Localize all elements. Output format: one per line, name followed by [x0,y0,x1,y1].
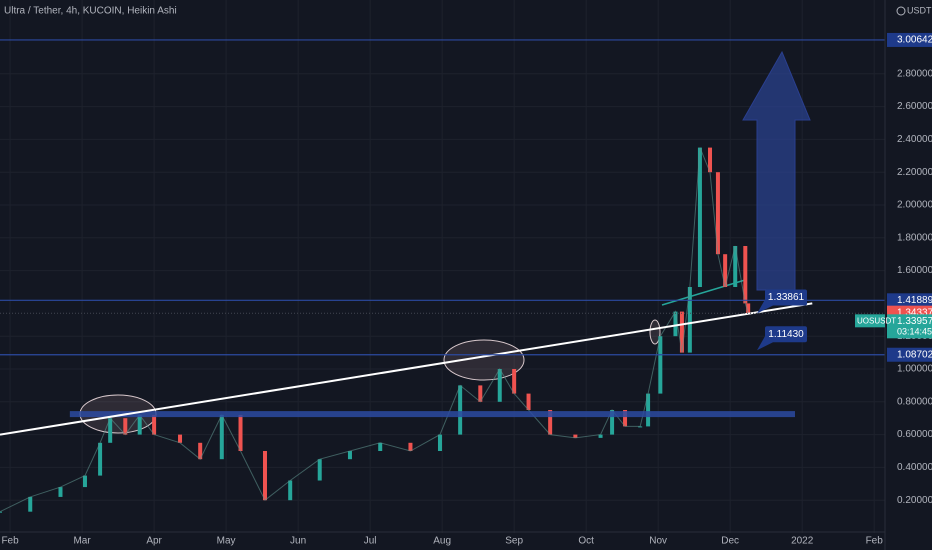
candle [658,336,663,394]
candle [82,475,87,488]
candle [733,246,738,287]
x-tick-label: Feb [1,536,19,547]
candle [526,393,531,410]
y-tick-label: 0.80000 [897,396,932,407]
target-arrow [742,50,811,291]
candle [646,393,651,427]
symbol-label: UOSUSDT [857,316,896,325]
callout-label: 1.11430 [768,329,804,340]
trendline [0,302,813,436]
highlight-ellipse [649,319,661,345]
x-tick-label: Dec [721,536,739,547]
x-tick-label: Mar [73,536,91,547]
candle [152,414,157,435]
price-label-box [887,347,932,362]
last-price-box [887,314,932,339]
candle [697,147,702,287]
candle [108,418,113,443]
candle [0,511,2,513]
x-tick-label: Jun [290,536,306,547]
x-tick-label: Nov [649,536,667,547]
candle [623,410,628,427]
candle [378,442,383,451]
callout-label: 1.33861 [768,292,805,303]
candle [178,434,183,443]
overlay: 1.33861 1.11430 [0,39,885,436]
y-tick-label: 1.00000 [897,364,932,375]
candle [437,434,442,451]
y-tick-label: 2.60000 [897,101,932,112]
candle [598,434,603,438]
candle [548,410,553,435]
y-tick-label: 1.80000 [897,232,932,243]
candle [610,410,615,435]
candle [715,172,720,255]
candle [743,246,748,304]
candle [497,369,502,402]
x-tick-label: Sep [505,536,523,547]
price-label: 3.00642 [897,35,932,46]
candle [137,414,142,435]
candle [288,480,293,501]
candle [98,442,103,476]
candle [347,451,352,460]
candle [723,254,728,287]
y-tick-label: 2.80000 [897,68,932,79]
x-tick-label: 2022 [791,536,814,547]
candle [123,418,128,435]
candle [573,434,578,438]
candle [708,147,713,173]
candle [262,451,267,501]
price-label-box [887,293,932,308]
candle [408,442,413,451]
price-label: 1.41889 [897,295,932,306]
x-tick-label: Feb [866,536,884,547]
price-label-box [887,32,932,47]
candle [512,369,517,394]
drawings [79,50,811,434]
y-tick-label: 2.00000 [897,200,932,211]
highlight-ellipse [443,339,525,381]
last-price-label: 1.33957 [897,316,932,327]
candle [198,442,203,460]
callout-box [765,326,807,343]
y-tick-label: 1.60000 [897,265,932,276]
price-label: 1.08702 [897,349,932,360]
candle [679,311,684,353]
y-tick-label: 2.20000 [897,167,932,178]
chart-title: Ultra / Tether, 4h, KUCOIN, Heikin Ashi [4,6,177,17]
candle [317,459,322,481]
y-tick-label: 2.40000 [897,134,932,145]
grid [0,0,885,533]
currency-icon [896,6,906,16]
candle [458,385,463,435]
candle [478,385,483,402]
currency-label: USDT [907,5,932,15]
candle [238,414,243,451]
x-tick-label: Apr [146,536,162,547]
x-tick-label: Jul [364,536,377,547]
support-zone [69,411,795,418]
candle [687,287,692,353]
candle [746,303,751,314]
candle [28,496,33,512]
marker-price-label: 1.34337 [897,307,932,318]
x-tick-label: May [217,536,236,547]
y-tick-label: 0.60000 [897,429,932,440]
x-tick-label: Oct [578,536,594,547]
y-tick-label: 0.40000 [897,462,932,473]
callout-box [765,289,807,306]
candle [673,311,678,337]
countdown-label: 03:14:45 [897,327,932,337]
symbol-box [855,314,885,328]
candle [58,487,63,497]
x-tick-label: Aug [433,536,451,547]
candle [219,414,224,460]
y-tick-label: 0.20000 [897,495,932,506]
